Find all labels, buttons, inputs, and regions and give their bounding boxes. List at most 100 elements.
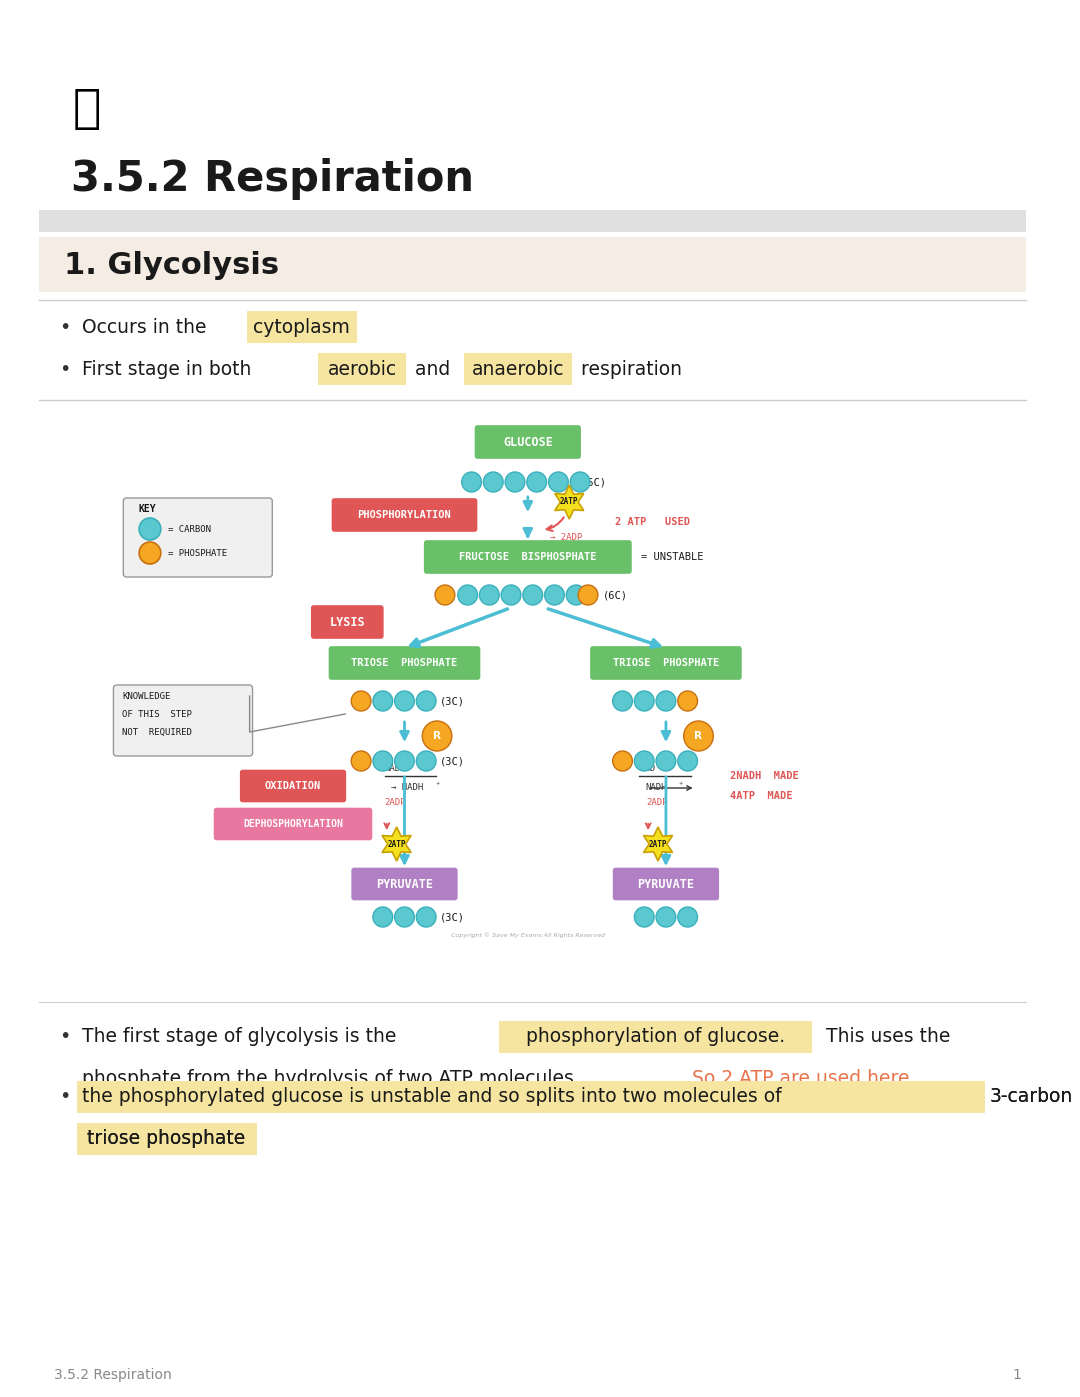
Text: (6C): (6C) <box>603 590 627 599</box>
Text: (3C): (3C) <box>440 912 465 922</box>
FancyBboxPatch shape <box>329 647 480 679</box>
Circle shape <box>505 472 525 492</box>
Text: = UNSTABLE: = UNSTABLE <box>642 552 704 562</box>
Text: •: • <box>59 1087 70 1106</box>
Text: OXIDATION: OXIDATION <box>265 781 321 791</box>
Text: FRUCTOSE  BISPHOSPHATE: FRUCTOSE BISPHOSPHATE <box>459 552 596 562</box>
Text: $^+$: $^+$ <box>434 782 441 788</box>
FancyBboxPatch shape <box>77 1123 257 1155</box>
Circle shape <box>351 752 370 771</box>
Text: •: • <box>59 1028 70 1046</box>
Bar <box>40 237 1026 292</box>
Text: = PHOSPHATE: = PHOSPHATE <box>167 549 227 557</box>
Circle shape <box>416 692 436 711</box>
Circle shape <box>656 907 676 928</box>
Text: •: • <box>59 359 70 379</box>
Circle shape <box>373 907 393 928</box>
Circle shape <box>578 585 598 605</box>
FancyBboxPatch shape <box>352 869 457 900</box>
Text: 1. Glycolysis: 1. Glycolysis <box>64 250 280 279</box>
Text: First stage in both: First stage in both <box>82 359 257 379</box>
Text: respiration: respiration <box>576 359 683 379</box>
FancyBboxPatch shape <box>77 1081 985 1113</box>
Text: (6C): (6C) <box>582 476 607 488</box>
Text: NADH: NADH <box>645 782 666 792</box>
Text: 3.5.2 Respiration: 3.5.2 Respiration <box>71 158 474 200</box>
FancyBboxPatch shape <box>463 353 572 386</box>
Circle shape <box>544 585 565 605</box>
Text: 2ADP: 2ADP <box>384 798 406 806</box>
Text: the phosphorylated glucose is unstable and so splits into two molecules of: the phosphorylated glucose is unstable a… <box>82 1087 787 1106</box>
Text: KNOWLEDGE: KNOWLEDGE <box>122 692 171 700</box>
FancyBboxPatch shape <box>591 647 741 679</box>
Text: 2ATP: 2ATP <box>649 840 667 848</box>
Circle shape <box>416 907 436 928</box>
FancyBboxPatch shape <box>123 497 272 577</box>
Circle shape <box>523 585 542 605</box>
Circle shape <box>501 585 521 605</box>
Circle shape <box>394 692 415 711</box>
Circle shape <box>435 585 455 605</box>
Text: the phosphorylated glucose is unstable and so splits into two molecules of: the phosphorylated glucose is unstable a… <box>82 1087 787 1106</box>
FancyBboxPatch shape <box>475 426 580 458</box>
Circle shape <box>139 518 161 541</box>
Text: 2ATP: 2ATP <box>388 840 406 848</box>
Text: NAD: NAD <box>384 764 401 773</box>
Text: R: R <box>433 731 441 740</box>
FancyBboxPatch shape <box>312 606 382 638</box>
Circle shape <box>484 472 503 492</box>
Circle shape <box>373 752 393 771</box>
Text: and: and <box>409 359 457 379</box>
Text: TRIOSE  PHOSPHATE: TRIOSE PHOSPHATE <box>612 658 719 668</box>
Text: OF THIS  STEP: OF THIS STEP <box>122 710 192 718</box>
Circle shape <box>634 907 654 928</box>
FancyBboxPatch shape <box>333 499 476 531</box>
Circle shape <box>656 692 676 711</box>
Text: 4ATP  MADE: 4ATP MADE <box>730 791 793 800</box>
Circle shape <box>549 472 568 492</box>
Text: PHOSPHORYLATION: PHOSPHORYLATION <box>357 510 451 520</box>
Text: •: • <box>59 317 70 337</box>
Circle shape <box>394 752 415 771</box>
Text: 1: 1 <box>1012 1368 1021 1382</box>
Text: 3.5.2 Respiration: 3.5.2 Respiration <box>54 1368 172 1382</box>
Text: R: R <box>694 731 702 740</box>
Circle shape <box>570 472 590 492</box>
Text: NAD: NAD <box>639 764 656 773</box>
Text: NOT  REQUIRED: NOT REQUIRED <box>122 728 192 736</box>
Text: 2 ATP   USED: 2 ATP USED <box>615 517 690 527</box>
Circle shape <box>678 692 698 711</box>
Polygon shape <box>644 827 673 861</box>
FancyBboxPatch shape <box>499 1021 812 1053</box>
FancyBboxPatch shape <box>246 312 357 344</box>
Text: LYSIS: LYSIS <box>329 616 365 629</box>
Text: 2ADP: 2ADP <box>646 798 667 806</box>
Circle shape <box>480 585 499 605</box>
Circle shape <box>634 752 654 771</box>
Text: DEPHOSPHORYLATION: DEPHOSPHORYLATION <box>243 819 343 828</box>
Text: = CARBON: = CARBON <box>167 524 211 534</box>
Text: So 2 ATP are used here: So 2 ATP are used here <box>691 1070 909 1088</box>
Text: anaerobic: anaerobic <box>472 359 564 379</box>
Circle shape <box>566 585 586 605</box>
FancyBboxPatch shape <box>215 809 372 840</box>
Circle shape <box>462 472 482 492</box>
Circle shape <box>422 721 451 752</box>
Polygon shape <box>382 827 411 861</box>
Text: → 2ADP: → 2ADP <box>550 532 582 542</box>
Text: 🫁: 🫁 <box>72 87 102 131</box>
Circle shape <box>634 692 654 711</box>
Text: 2NADH  MADE: 2NADH MADE <box>730 771 799 781</box>
Circle shape <box>656 752 676 771</box>
Circle shape <box>678 907 698 928</box>
Circle shape <box>139 542 161 564</box>
Text: TRIOSE  PHOSPHATE: TRIOSE PHOSPHATE <box>351 658 458 668</box>
Circle shape <box>527 472 546 492</box>
Text: cytoplasm: cytoplasm <box>254 317 350 337</box>
Circle shape <box>678 752 698 771</box>
Text: 3-carbon: 3-carbon <box>989 1087 1072 1106</box>
Text: $^+$: $^+$ <box>677 782 684 788</box>
Text: PYRUVATE: PYRUVATE <box>376 877 433 890</box>
Circle shape <box>373 692 393 711</box>
Text: GLUCOSE: GLUCOSE <box>503 436 553 448</box>
